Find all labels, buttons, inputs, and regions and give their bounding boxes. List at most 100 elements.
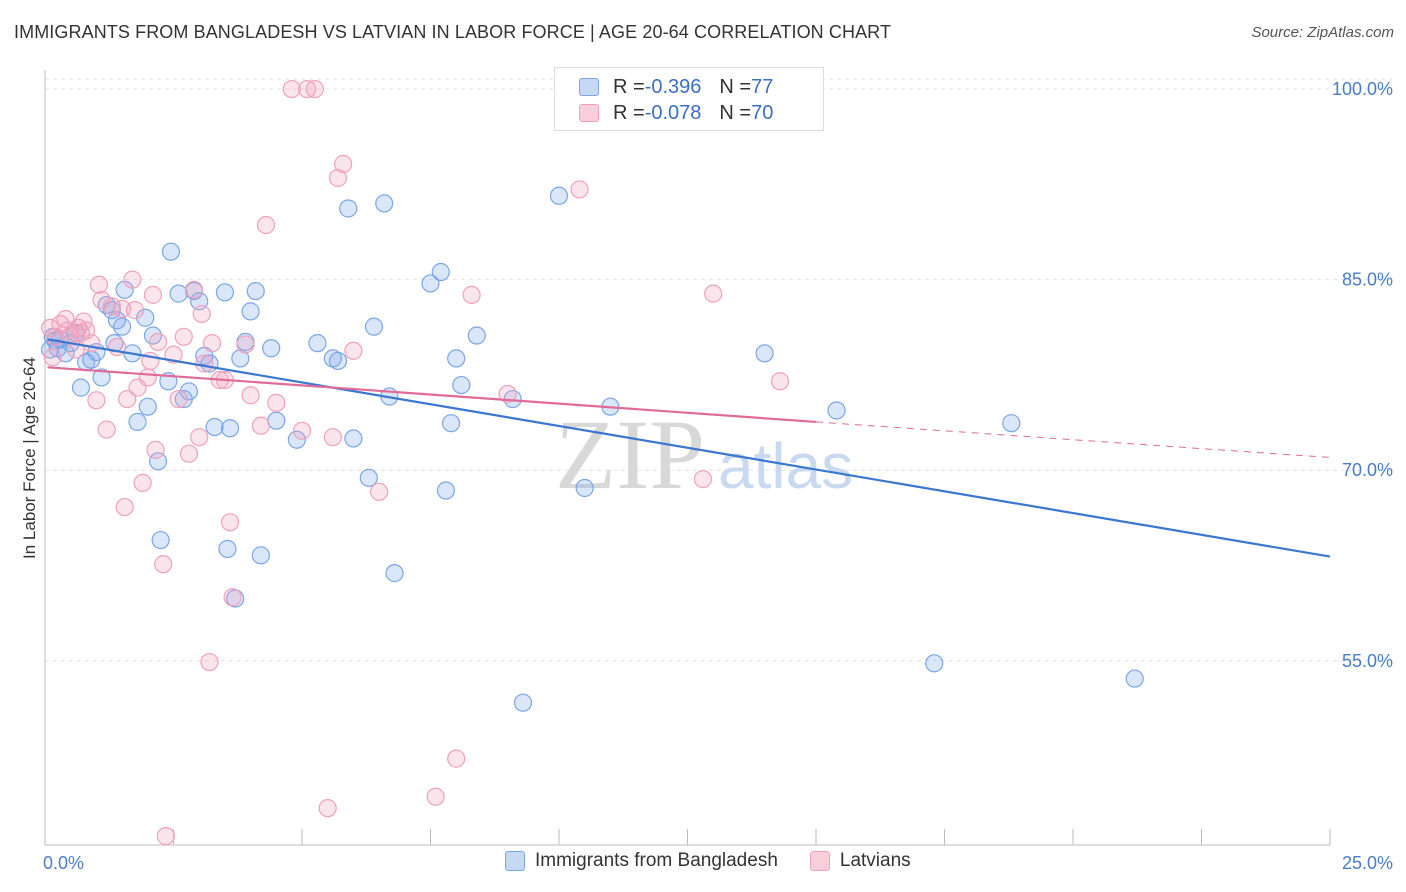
point-latvians <box>164 345 183 364</box>
point-bangladesh <box>267 411 286 430</box>
legend-r-value: -0.078 <box>644 101 702 124</box>
y-tick-label: 100.0% <box>1332 79 1393 99</box>
point-bangladesh <box>549 186 569 205</box>
watermark-zip: ZIP <box>555 399 705 510</box>
legend-n-label: N = <box>719 75 752 98</box>
point-bangladesh <box>115 280 134 299</box>
point-bangladesh <box>1125 669 1144 688</box>
point-bangladesh <box>421 274 440 293</box>
point-latvians <box>462 285 481 304</box>
series-label-bangladesh: Immigrants from Bangladesh <box>535 850 778 871</box>
point-latvians <box>112 299 132 318</box>
point-bangladesh <box>205 417 224 437</box>
watermark-atlas: atlas <box>718 430 853 502</box>
legend-r-label: R = <box>613 101 645 124</box>
point-latvians <box>133 473 152 493</box>
point-latvians <box>190 428 209 447</box>
point-bangladesh <box>241 302 260 321</box>
point-bangladesh <box>161 242 181 261</box>
point-latvians <box>298 79 317 99</box>
series-swatch-latvians <box>809 851 830 871</box>
x-tick-labels: 0.0% 25.0% <box>43 853 1393 873</box>
point-bangladesh <box>169 284 188 303</box>
legend-swatch-latvians <box>579 104 599 122</box>
point-latvians <box>770 372 790 391</box>
point-bangladesh <box>112 317 132 336</box>
axes <box>44 70 1331 846</box>
point-latvians <box>202 334 222 353</box>
point-latvians <box>305 79 324 99</box>
point-latvians <box>143 285 163 304</box>
y-tick-label: 70.0% <box>1342 460 1393 480</box>
y-axis-title: In Labor Force | Age 20-64 <box>20 357 39 559</box>
point-bangladesh <box>138 397 157 416</box>
series-legend-latvians: Latvians <box>809 850 911 872</box>
point-latvians <box>223 588 242 607</box>
grid-lines <box>45 78 1392 662</box>
point-bangladesh <box>339 199 358 218</box>
series-legend-bangladesh: Immigrants from Bangladesh <box>505 850 778 872</box>
point-latvians <box>256 215 276 235</box>
point-latvians <box>89 275 109 294</box>
point-bangladesh <box>344 429 363 448</box>
point-bangladesh <box>251 546 270 565</box>
point-latvians <box>156 827 175 846</box>
point-latvians <box>146 440 165 459</box>
point-latvians <box>251 416 270 435</box>
series-swatch-bangladesh <box>505 851 525 871</box>
point-bangladesh <box>925 654 944 673</box>
point-bangladesh <box>71 378 91 397</box>
point-bangladesh <box>575 478 594 498</box>
point-bangladesh <box>431 262 450 282</box>
point-bangladesh <box>328 351 348 371</box>
series-legend: Immigrants from Bangladesh Latvians <box>505 850 943 872</box>
point-bangladesh <box>215 283 234 302</box>
trend-line-latvians <box>47 366 817 424</box>
point-bangladesh <box>375 194 394 213</box>
point-bangladesh <box>436 481 456 500</box>
point-bangladesh <box>364 317 384 336</box>
point-bangladesh <box>323 349 342 368</box>
point-bangladesh <box>513 693 533 712</box>
point-bangladesh <box>359 468 378 487</box>
point-latvians <box>292 421 312 440</box>
x-tick-label: 25.0% <box>1342 853 1393 873</box>
point-latvians <box>498 384 517 404</box>
point-bangladesh <box>128 412 147 432</box>
point-bangladesh <box>441 414 461 433</box>
point-latvians <box>56 309 75 329</box>
point-latvians <box>43 348 62 367</box>
point-bangladesh <box>151 530 170 550</box>
point-latvians <box>200 652 219 672</box>
point-latvians <box>370 482 389 501</box>
chart-title: IMMIGRANTS FROM BANGLADESH VS LATVIAN IN… <box>14 22 892 42</box>
point-latvians <box>138 368 157 387</box>
trend-line-bangladesh <box>47 338 1331 558</box>
legend-r-label: R = <box>613 75 645 98</box>
point-latvians <box>318 799 337 818</box>
point-latvians <box>179 444 199 463</box>
point-bangladesh <box>755 344 774 363</box>
point-bangladesh <box>447 349 466 368</box>
x-tick-label: 0.0% <box>43 853 84 873</box>
point-latvians <box>323 428 342 447</box>
legend-row-latvians: R = -0.078 N = 70 <box>579 99 773 127</box>
point-latvians <box>82 334 101 353</box>
point-latvians <box>334 154 353 174</box>
stats-legend: R = -0.396 N = 77 R = -0.078 N = 70 <box>554 67 824 131</box>
point-bangladesh <box>179 382 199 401</box>
point-latvians <box>704 284 723 303</box>
point-bangladesh <box>467 326 486 345</box>
point-latvians <box>282 79 301 99</box>
point-bangladesh <box>385 564 404 583</box>
point-bangladesh <box>246 281 265 301</box>
point-latvians <box>220 513 240 532</box>
point-latvians <box>236 335 255 354</box>
legend-row-bangladesh: R = -0.396 N = 77 <box>579 73 773 101</box>
legend-n-value: 77 <box>751 75 774 98</box>
y-tick-label: 85.0% <box>1342 270 1393 290</box>
source-credit: Source: ZipAtlas.com <box>1251 24 1394 41</box>
point-latvians <box>426 787 445 806</box>
point-bangladesh <box>262 339 281 358</box>
point-latvians <box>125 301 145 320</box>
